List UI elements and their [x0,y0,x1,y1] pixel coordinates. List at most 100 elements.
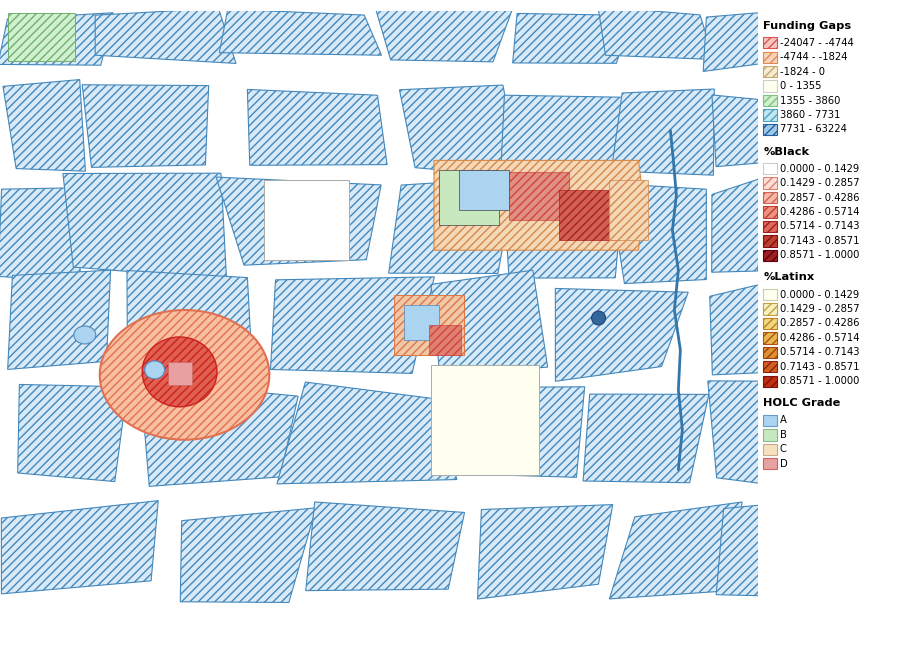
Text: Funding Gaps: Funding Gaps [764,21,852,31]
Polygon shape [394,295,464,355]
Polygon shape [503,176,624,278]
Text: 0.7143 - 0.8571: 0.7143 - 0.8571 [780,362,859,372]
Text: -1824 - 0: -1824 - 0 [780,67,825,77]
Polygon shape [559,190,618,240]
Text: 0.0000 - 0.1429: 0.0000 - 0.1429 [780,164,859,174]
Text: 0.5714 - 0.7143: 0.5714 - 0.7143 [780,347,859,358]
Polygon shape [127,270,253,378]
Polygon shape [434,161,643,250]
Polygon shape [0,13,113,65]
Polygon shape [509,172,569,220]
Polygon shape [3,79,85,171]
Polygon shape [277,382,457,484]
Polygon shape [404,305,439,340]
Polygon shape [611,89,714,176]
Bar [764,415,777,426]
Bar [764,304,777,315]
Bar [764,376,777,387]
Ellipse shape [142,337,217,407]
Bar [764,444,777,455]
Bar [764,51,777,63]
Bar [764,37,777,49]
Polygon shape [141,381,298,486]
Bar [764,66,777,77]
Text: 0.1429 - 0.2857: 0.1429 - 0.2857 [780,178,859,188]
Text: HOLC Grade: HOLC Grade [764,398,841,408]
Polygon shape [431,365,539,474]
Text: 0.5714 - 0.7143: 0.5714 - 0.7143 [780,222,859,231]
Ellipse shape [592,311,606,325]
Text: 0.2857 - 0.4286: 0.2857 - 0.4286 [780,318,859,328]
Text: 0.1429 - 0.2857: 0.1429 - 0.2857 [780,304,859,314]
Polygon shape [180,508,316,603]
Bar [764,81,777,92]
Polygon shape [17,384,128,482]
Bar [764,95,777,106]
Polygon shape [375,6,512,62]
Text: -24047 - -4744: -24047 - -4744 [780,38,854,48]
Bar [764,109,777,121]
Bar [764,332,777,344]
Bar [764,429,777,441]
Polygon shape [306,502,464,591]
Polygon shape [712,95,763,166]
Polygon shape [478,504,613,599]
Polygon shape [609,502,743,599]
Polygon shape [608,180,649,240]
Polygon shape [513,14,632,63]
Bar [764,458,777,469]
Polygon shape [429,325,461,355]
Text: 0.4286 - 0.5714: 0.4286 - 0.5714 [780,207,859,217]
Ellipse shape [144,361,165,379]
Polygon shape [709,283,767,375]
Polygon shape [716,504,766,596]
Text: %Latinx: %Latinx [764,272,814,282]
Polygon shape [1,500,158,594]
Text: -4744 - -1824: -4744 - -1824 [780,52,847,62]
Text: 0.4286 - 0.5714: 0.4286 - 0.5714 [780,333,859,343]
Bar [764,206,777,218]
Polygon shape [441,387,584,477]
Polygon shape [608,183,707,283]
Text: 0.8571 - 1.0000: 0.8571 - 1.0000 [780,250,859,261]
Text: 7731 - 63224: 7731 - 63224 [780,125,846,135]
Bar [764,192,777,203]
Text: C: C [780,445,787,454]
Polygon shape [708,381,767,484]
Text: A: A [780,415,787,426]
Text: 0 - 1355: 0 - 1355 [780,81,822,91]
Polygon shape [82,84,209,167]
Polygon shape [167,362,191,385]
Text: 1355 - 3860: 1355 - 3860 [780,96,840,105]
Polygon shape [431,270,548,375]
Bar [764,361,777,372]
Polygon shape [270,277,435,373]
Bar [764,221,777,232]
Polygon shape [459,170,509,211]
Text: 3860 - 7731: 3860 - 7731 [780,110,840,120]
Bar [764,318,777,329]
Text: 0.7143 - 0.8571: 0.7143 - 0.8571 [780,236,859,246]
Text: %Black: %Black [764,146,810,157]
Text: 0.8571 - 1.0000: 0.8571 - 1.0000 [780,376,859,386]
Polygon shape [247,90,387,165]
Polygon shape [711,176,768,272]
Polygon shape [703,12,766,72]
Polygon shape [400,85,520,177]
Bar [764,163,777,174]
Text: 0.2857 - 0.4286: 0.2857 - 0.4286 [780,192,859,203]
Polygon shape [555,289,688,382]
Bar [764,124,777,135]
Text: B: B [780,430,787,440]
Polygon shape [96,8,236,64]
Polygon shape [265,180,349,260]
Polygon shape [501,95,648,173]
Polygon shape [583,394,709,483]
Text: D: D [780,459,788,469]
Polygon shape [8,13,74,60]
Bar [764,289,777,300]
Polygon shape [7,270,110,369]
Bar [764,346,777,358]
Ellipse shape [100,310,269,439]
Polygon shape [389,178,516,274]
